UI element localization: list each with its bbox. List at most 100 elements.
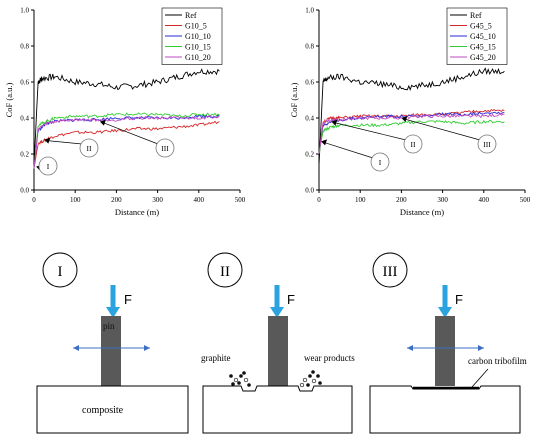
series-line-ref bbox=[33, 68, 220, 165]
pin bbox=[435, 316, 455, 386]
force-arrow-icon bbox=[106, 307, 120, 318]
tribofilm-label: carbon tribofilm bbox=[468, 356, 527, 366]
series-line-g10-10 bbox=[33, 114, 220, 169]
panel-numeral: II bbox=[220, 264, 230, 280]
legend-label: Ref bbox=[470, 11, 482, 20]
tribofilm-pointer bbox=[471, 368, 489, 388]
x-tick-label: 0 bbox=[32, 196, 36, 204]
annotation-pointer bbox=[404, 118, 481, 141]
y-tick-label: 0.6 bbox=[305, 79, 314, 87]
annotation-arrowhead-icon bbox=[331, 119, 338, 126]
y-tick-label: 0.4 bbox=[305, 115, 314, 123]
y-axis-label: CoF (a.u.) bbox=[289, 82, 299, 117]
y-tick-label: 0.2 bbox=[20, 151, 29, 159]
x-tick-label: 100 bbox=[70, 196, 81, 204]
panel-numeral: III bbox=[383, 264, 398, 280]
pin-label: pin bbox=[103, 321, 115, 331]
annotation-circle bbox=[38, 156, 58, 176]
x-tick-label: 200 bbox=[111, 196, 122, 204]
wear-products-label: wear products bbox=[304, 353, 355, 363]
legend-label: G45_10 bbox=[470, 32, 496, 41]
composite-block-tribofilm bbox=[369, 385, 521, 434]
panel-numeral: I bbox=[58, 264, 63, 280]
x-axis-label: Distance (m) bbox=[400, 207, 444, 217]
y-axis-label: CoF (a.u.) bbox=[4, 82, 14, 117]
panel-numeral-circle bbox=[207, 252, 243, 288]
y-tick-label: 0.2 bbox=[305, 151, 314, 159]
x-tick-label: 300 bbox=[152, 196, 163, 204]
annotation-arrowhead-icon bbox=[321, 139, 328, 146]
legend-label: G10_20 bbox=[185, 53, 211, 62]
force-arrow-icon bbox=[438, 307, 452, 318]
legend-label: G10_15 bbox=[185, 43, 211, 52]
legend-label: G10_10 bbox=[185, 32, 211, 41]
x-tick-label: 500 bbox=[235, 196, 246, 204]
legend-label: G45_15 bbox=[470, 43, 496, 52]
x-axis-label: Distance (m) bbox=[115, 207, 159, 217]
schematic-panel-3: III F carbon tribofilm bbox=[369, 252, 527, 434]
arrow-left-icon bbox=[407, 345, 413, 351]
composite-label: composite bbox=[82, 405, 124, 416]
annotation-circle bbox=[370, 152, 390, 172]
annotation-label: II bbox=[87, 144, 92, 153]
annotation-circle bbox=[403, 134, 423, 154]
annotation-arrowhead-icon bbox=[99, 119, 106, 126]
panel-numeral-circle bbox=[372, 252, 408, 288]
y-tick-label: 0.0 bbox=[20, 187, 29, 195]
annotation-pointer bbox=[323, 142, 374, 159]
series-line-ref bbox=[318, 67, 505, 165]
annotation-circle bbox=[477, 134, 497, 154]
composite-block-worn bbox=[202, 385, 353, 434]
arrow-right-icon bbox=[478, 345, 484, 351]
annotation-arrowhead-icon bbox=[44, 137, 51, 144]
y-tick-label: 0.8 bbox=[305, 43, 314, 51]
annotation-label: III bbox=[483, 140, 491, 149]
series-line-g10-20 bbox=[33, 115, 220, 169]
series-line-g10-15 bbox=[33, 112, 220, 169]
y-tick-label: 0.0 bbox=[305, 187, 314, 195]
x-tick-label: 200 bbox=[396, 196, 407, 204]
force-label: F bbox=[287, 292, 295, 307]
force-label: F bbox=[455, 292, 463, 307]
annotation-label: III bbox=[161, 144, 169, 153]
arrow-right-icon bbox=[144, 345, 150, 351]
pin bbox=[268, 316, 288, 386]
force-label: F bbox=[124, 292, 132, 307]
x-tick-label: 100 bbox=[355, 196, 366, 204]
graphite-particles bbox=[229, 371, 251, 387]
panel-numeral-circle bbox=[42, 252, 78, 288]
x-tick-label: 0 bbox=[317, 196, 321, 204]
legend-label: Ref bbox=[185, 11, 197, 20]
legend-label: G45_20 bbox=[470, 53, 496, 62]
schematic-panel-2: II F graphite wear products bbox=[201, 252, 355, 434]
x-tick-label: 400 bbox=[479, 196, 490, 204]
annotation-label: I bbox=[47, 162, 50, 171]
x-tick-label: 500 bbox=[520, 196, 531, 204]
cof-chart-left: 0 100 200 300 400 500 0.0 0.2 0.4 0.6 0.8 1.0 Distan… bbox=[4, 7, 246, 218]
legend-label: G45_5 bbox=[470, 22, 492, 31]
series-line-g10-5 bbox=[33, 120, 220, 169]
graphite-label: graphite bbox=[201, 353, 231, 363]
annotation-circle bbox=[155, 138, 175, 158]
annotation-pointer bbox=[334, 122, 407, 141]
legend-label: G10_5 bbox=[185, 22, 207, 31]
schematic-panel-1: I F pin composite bbox=[36, 252, 189, 434]
y-tick-label: 1.0 bbox=[20, 7, 29, 15]
y-tick-label: 1.0 bbox=[305, 7, 314, 15]
annotation-arrowhead-icon bbox=[401, 116, 408, 122]
y-tick-label: 0.8 bbox=[20, 43, 29, 51]
force-arrow-icon bbox=[270, 307, 284, 318]
y-tick-label: 0.6 bbox=[20, 79, 29, 87]
y-tick-label: 0.4 bbox=[20, 115, 29, 123]
composite-block bbox=[36, 385, 189, 434]
wear-particles bbox=[299, 370, 322, 388]
x-tick-label: 400 bbox=[194, 196, 205, 204]
annotation-pointer bbox=[102, 122, 159, 145]
annotation-label: I bbox=[379, 158, 382, 167]
annotation-label: II bbox=[411, 140, 416, 149]
annotation-circle bbox=[79, 138, 99, 158]
cof-chart-right: 0 100 200 300 400 500 0.0 0.2 0.4 0.6 0.8 1.0 Distan… bbox=[289, 7, 531, 218]
arrow-left-icon bbox=[73, 345, 79, 351]
x-tick-label: 300 bbox=[437, 196, 448, 204]
